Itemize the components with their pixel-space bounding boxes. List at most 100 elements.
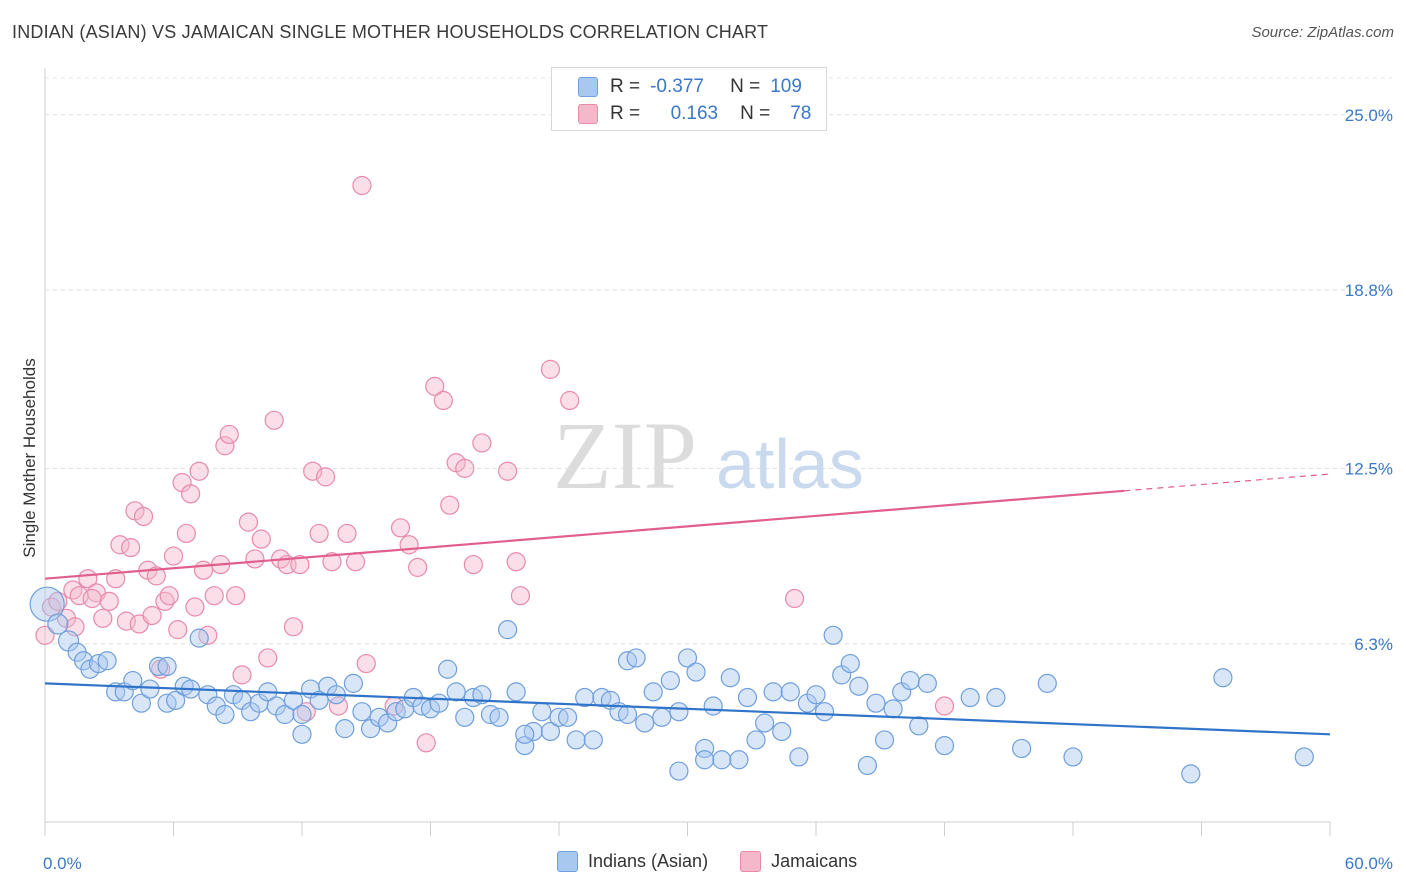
correlation-legend: R = -0.377 N = 109 R = 0.163 N = 78 (551, 67, 827, 131)
data-point (408, 557, 428, 577)
data-point (163, 546, 184, 566)
data-point (866, 693, 886, 713)
data-point (763, 682, 783, 702)
data-point (540, 721, 561, 742)
data-point (677, 648, 698, 668)
watermark-zip: ZIP (553, 402, 697, 509)
data-point (1011, 738, 1032, 759)
tick-labels: 6.3% 12.5% 18.8% 25.0% 0.0% 60.0% (43, 106, 1393, 873)
data-point (159, 586, 179, 606)
data-point (309, 690, 329, 710)
legend-n-value: 78 (790, 103, 812, 124)
legend-swatch-jamaicans (740, 851, 762, 872)
data-point (93, 608, 113, 628)
data-point (232, 665, 252, 685)
data-point (97, 651, 117, 671)
x-tick-label: 60.0% (1345, 854, 1393, 873)
data-point (438, 659, 458, 679)
data-point (343, 673, 363, 693)
data-point (737, 687, 758, 708)
trend-line-jamaicans-extension (1124, 473, 1331, 492)
data-point (283, 690, 304, 710)
data-point (1181, 764, 1201, 784)
data-point (934, 736, 955, 756)
data-point (660, 670, 680, 691)
data-point (292, 724, 312, 744)
data-point (635, 713, 655, 733)
data-point (515, 724, 535, 744)
data-point (652, 707, 672, 727)
data-point (703, 696, 723, 716)
data-point (489, 707, 509, 727)
data-point (686, 662, 706, 682)
data-point (352, 702, 372, 722)
data-point (472, 433, 492, 453)
data-point (251, 529, 271, 549)
data-point (110, 535, 130, 555)
source-note: Source: ZipAtlas.com (1251, 24, 1394, 41)
data-point (399, 535, 419, 555)
data-point (857, 755, 878, 776)
series-jamaicans (35, 175, 955, 753)
data-point (823, 625, 843, 645)
legend-swatch-indians (557, 851, 578, 872)
data-point (142, 605, 162, 626)
data-point (215, 704, 235, 725)
data-point (82, 588, 102, 609)
data-point (515, 736, 535, 756)
chart-title: INDIAN (ASIAN) VS JAMAICAN SINGLE MOTHER… (12, 22, 769, 42)
legend-swatch-pink (578, 104, 598, 124)
data-point (245, 549, 265, 569)
data-point (560, 390, 580, 411)
data-point (712, 750, 732, 770)
data-point (416, 733, 436, 753)
series-legend: Indians (Asian) Jamaicans (557, 851, 857, 872)
legend-r-value: -0.377 (650, 76, 704, 97)
data-point (695, 738, 715, 759)
data-point (1294, 747, 1314, 767)
data-point (583, 730, 603, 750)
data-point (784, 588, 805, 609)
legend-row-jamaicans: R = 0.163 N = 78 (578, 101, 811, 127)
legend-r-label: R = (610, 76, 641, 97)
data-point (356, 653, 376, 674)
data-point (238, 512, 259, 532)
data-point (510, 586, 531, 606)
legend-r-label: R = (610, 103, 641, 124)
data-point (455, 707, 475, 727)
data-point (283, 617, 304, 637)
data-point (729, 750, 749, 770)
data-point (575, 687, 595, 708)
data-point (540, 359, 561, 379)
data-point (506, 552, 526, 572)
data-point (754, 713, 775, 733)
legend-n-label: N = (730, 76, 761, 97)
data-point (883, 699, 903, 719)
data-point (193, 560, 214, 580)
data-point (166, 690, 186, 710)
axes (44, 68, 1331, 836)
data-point (840, 653, 860, 674)
data-point (506, 682, 526, 702)
legend-n-value: 109 (770, 76, 802, 97)
data-point (425, 376, 445, 396)
legend-n-label: N = (740, 103, 771, 124)
data-point (290, 554, 310, 575)
data-point (157, 656, 177, 677)
data-point (309, 523, 329, 544)
watermark-atlas: atlas (716, 425, 864, 503)
data-point (429, 693, 449, 713)
data-point (1037, 673, 1057, 693)
data-point (874, 730, 895, 750)
trend-lines (44, 473, 1331, 736)
data-point (986, 687, 1006, 708)
data-point (498, 461, 518, 481)
data-point (498, 620, 518, 640)
data-point (47, 613, 69, 635)
data-point (146, 566, 166, 586)
data-point (455, 458, 475, 478)
data-point (446, 682, 466, 702)
y-tick-label: 18.8% (1345, 281, 1393, 300)
trend-line-indians (44, 682, 1331, 736)
